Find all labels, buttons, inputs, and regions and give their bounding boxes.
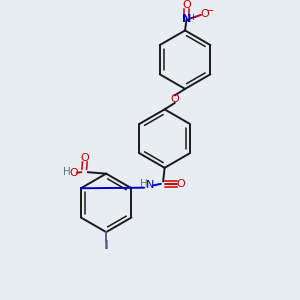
Text: −: − (206, 6, 214, 16)
Text: I: I (104, 239, 109, 252)
Text: N: N (146, 180, 154, 190)
Text: O: O (200, 9, 209, 19)
Text: N: N (182, 14, 191, 24)
Text: O: O (70, 168, 78, 178)
Text: O: O (170, 94, 179, 104)
Text: O: O (176, 179, 185, 189)
Text: O: O (182, 0, 191, 10)
Text: H: H (140, 179, 147, 189)
Text: H: H (63, 167, 71, 177)
Text: O: O (80, 153, 89, 163)
Text: +: + (190, 14, 196, 22)
